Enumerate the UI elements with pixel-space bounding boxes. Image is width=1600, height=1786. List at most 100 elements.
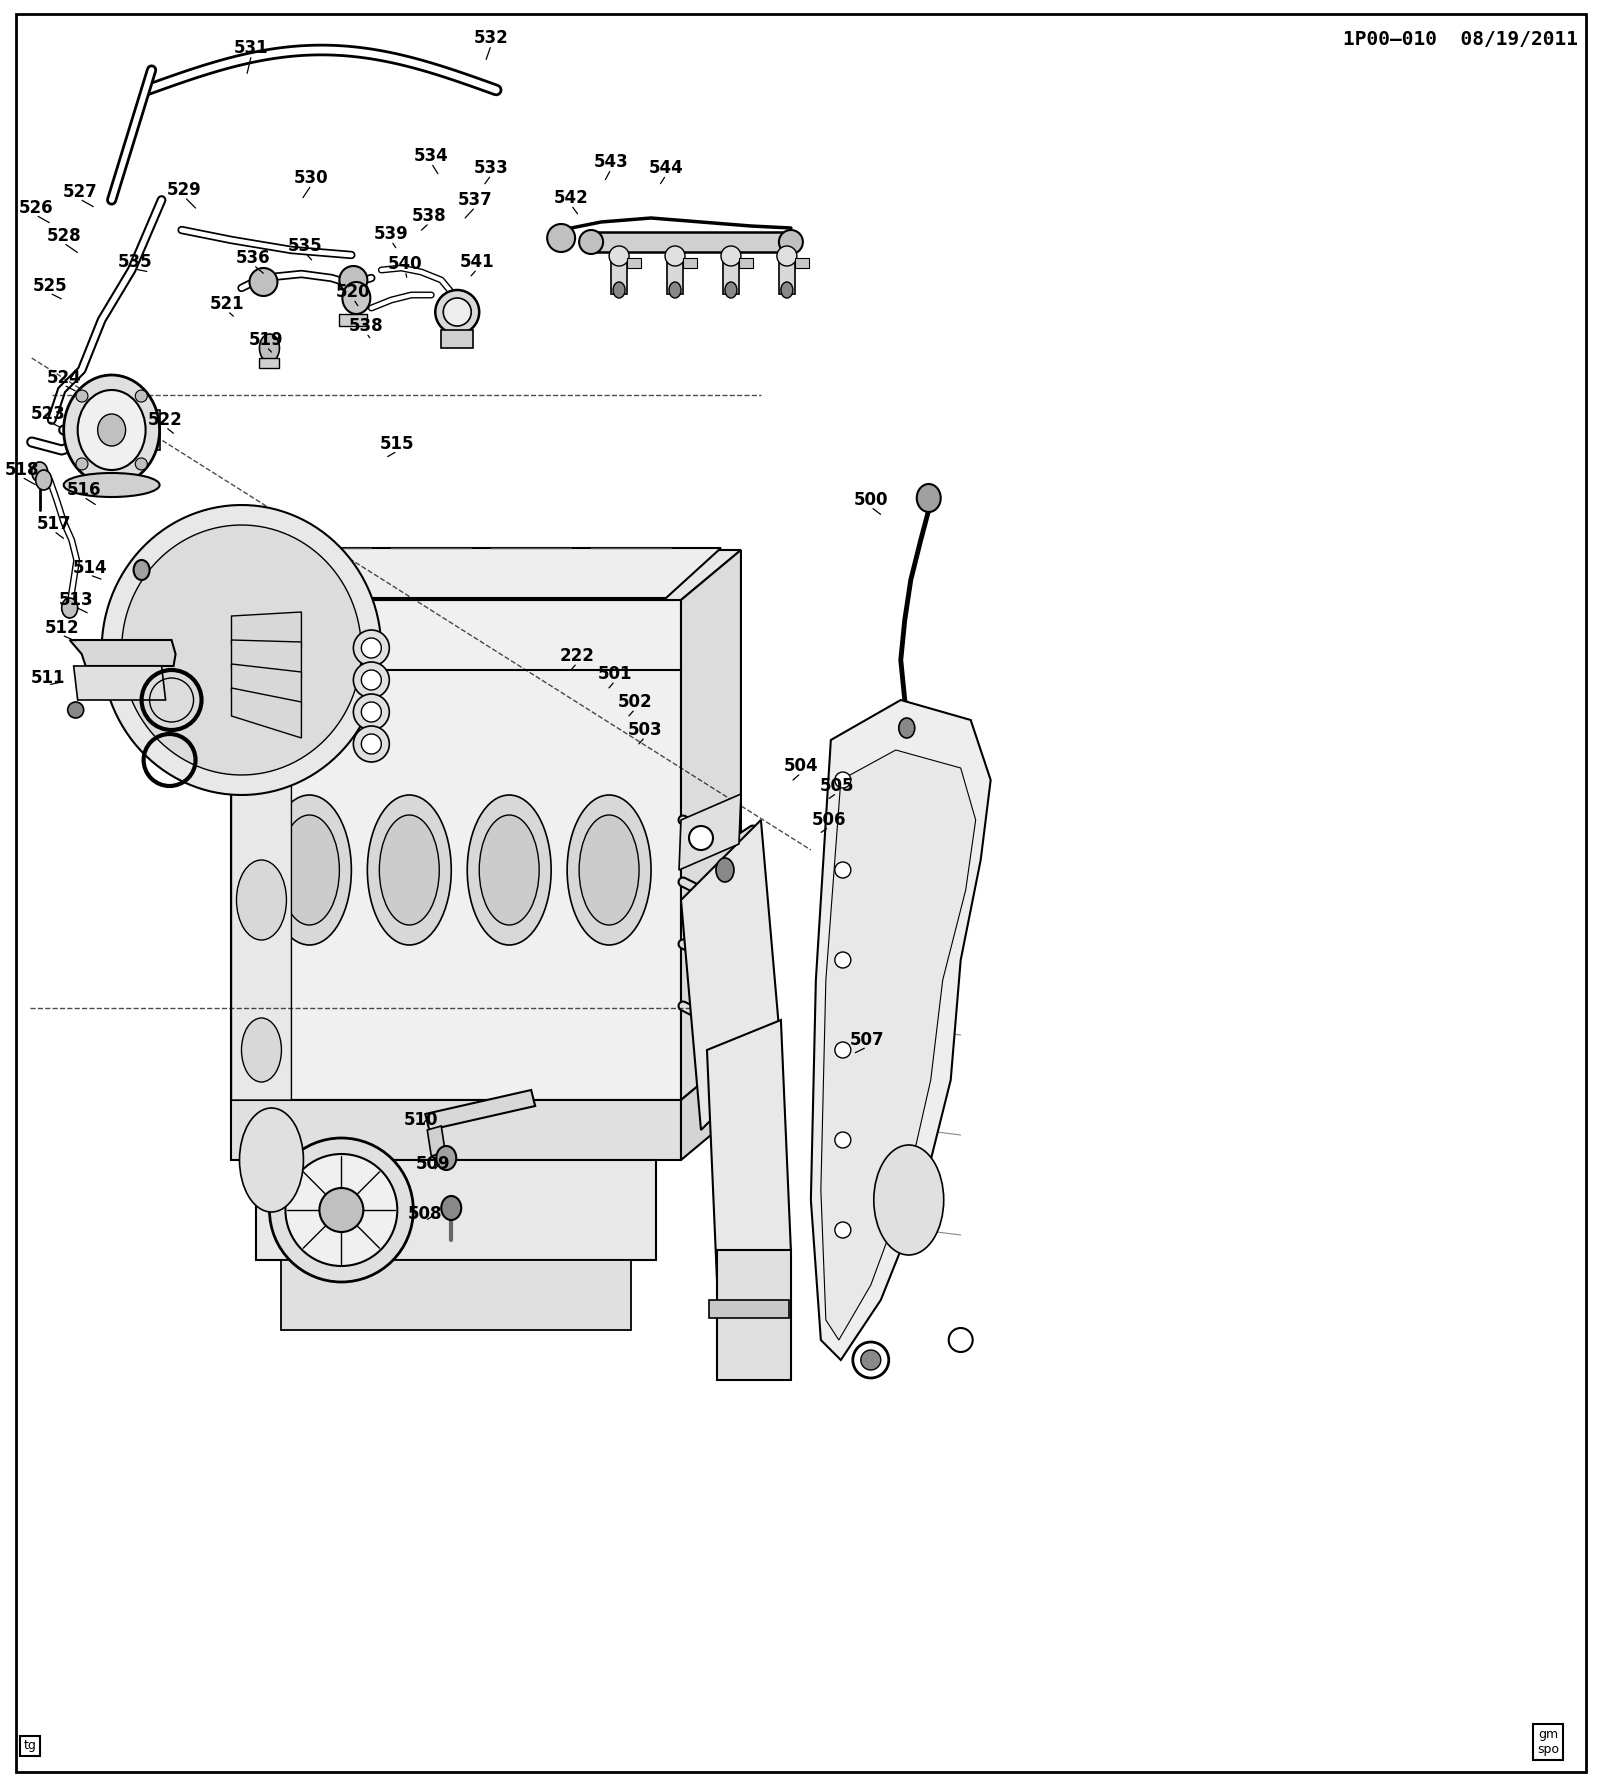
Text: 503: 503 <box>627 722 662 739</box>
Polygon shape <box>678 795 741 870</box>
Ellipse shape <box>136 389 147 402</box>
Text: 530: 530 <box>294 170 328 188</box>
Ellipse shape <box>362 702 381 722</box>
Text: 522: 522 <box>149 411 182 429</box>
Ellipse shape <box>835 863 851 879</box>
Polygon shape <box>821 750 976 1340</box>
Bar <box>739 257 754 268</box>
Polygon shape <box>232 550 741 600</box>
Ellipse shape <box>362 638 381 657</box>
Text: 526: 526 <box>19 198 53 218</box>
Text: 509: 509 <box>416 1156 451 1173</box>
Polygon shape <box>232 664 301 707</box>
Ellipse shape <box>437 1147 456 1170</box>
Text: tg: tg <box>24 1740 37 1752</box>
Ellipse shape <box>342 282 370 314</box>
Ellipse shape <box>354 630 389 666</box>
Ellipse shape <box>480 814 539 925</box>
Polygon shape <box>102 411 160 450</box>
Ellipse shape <box>354 725 389 763</box>
Ellipse shape <box>237 861 286 939</box>
Ellipse shape <box>547 223 574 252</box>
Ellipse shape <box>64 473 160 497</box>
Text: 520: 520 <box>336 282 371 302</box>
Bar <box>590 232 790 252</box>
Text: 513: 513 <box>58 591 93 609</box>
Ellipse shape <box>778 246 797 266</box>
Polygon shape <box>232 600 682 1100</box>
Ellipse shape <box>722 246 741 266</box>
Text: 532: 532 <box>474 29 509 46</box>
Text: gm
spo: gm spo <box>1538 1729 1558 1756</box>
Ellipse shape <box>75 457 88 470</box>
Polygon shape <box>122 525 362 775</box>
Ellipse shape <box>368 795 451 945</box>
Polygon shape <box>682 550 741 1100</box>
Bar <box>683 257 698 268</box>
Text: 541: 541 <box>459 254 494 271</box>
Ellipse shape <box>134 561 149 580</box>
Polygon shape <box>811 700 990 1359</box>
Text: 525: 525 <box>32 277 67 295</box>
Ellipse shape <box>579 230 603 254</box>
Text: 533: 533 <box>474 159 509 177</box>
Text: 518: 518 <box>5 461 38 479</box>
Polygon shape <box>102 505 381 795</box>
Ellipse shape <box>666 246 685 266</box>
Polygon shape <box>74 666 165 700</box>
Text: 501: 501 <box>598 664 632 682</box>
Ellipse shape <box>250 268 277 296</box>
Text: 504: 504 <box>784 757 818 775</box>
Text: 524: 524 <box>46 370 82 388</box>
Polygon shape <box>232 1100 682 1159</box>
Text: 538: 538 <box>411 207 446 225</box>
Ellipse shape <box>35 470 51 489</box>
Text: 516: 516 <box>67 480 101 498</box>
Ellipse shape <box>362 734 381 754</box>
Bar <box>339 314 368 327</box>
Text: 1P00–010  08/19/2011: 1P00–010 08/19/2011 <box>1342 30 1578 48</box>
Ellipse shape <box>98 414 126 446</box>
Text: 537: 537 <box>458 191 493 209</box>
Text: 535: 535 <box>117 254 152 271</box>
Text: 505: 505 <box>819 777 854 795</box>
Text: 535: 535 <box>288 238 323 255</box>
Ellipse shape <box>669 282 682 298</box>
Text: 527: 527 <box>62 182 98 202</box>
Bar <box>779 252 795 295</box>
Text: 539: 539 <box>374 225 408 243</box>
Bar <box>723 252 739 295</box>
Polygon shape <box>682 1050 741 1159</box>
Ellipse shape <box>32 463 48 482</box>
Polygon shape <box>232 548 291 1100</box>
Ellipse shape <box>467 795 550 945</box>
Ellipse shape <box>64 375 160 486</box>
Text: 508: 508 <box>408 1206 443 1223</box>
Ellipse shape <box>379 814 440 925</box>
Text: 510: 510 <box>405 1111 438 1129</box>
Ellipse shape <box>242 1018 282 1082</box>
Bar <box>611 252 627 295</box>
Text: 538: 538 <box>349 316 384 336</box>
Ellipse shape <box>285 1154 397 1266</box>
Ellipse shape <box>67 702 83 718</box>
Text: 514: 514 <box>72 559 107 577</box>
Ellipse shape <box>280 814 339 925</box>
Ellipse shape <box>442 1197 461 1220</box>
Bar <box>667 252 683 295</box>
Text: 222: 222 <box>560 647 595 664</box>
Ellipse shape <box>861 1350 880 1370</box>
Ellipse shape <box>354 695 389 730</box>
Ellipse shape <box>781 282 794 298</box>
Polygon shape <box>232 639 301 679</box>
Ellipse shape <box>339 266 368 295</box>
Polygon shape <box>250 548 722 598</box>
Text: 536: 536 <box>237 248 270 266</box>
Ellipse shape <box>779 230 803 254</box>
Polygon shape <box>707 1020 790 1281</box>
Text: 534: 534 <box>414 146 448 164</box>
Text: 540: 540 <box>387 255 422 273</box>
Ellipse shape <box>899 718 915 738</box>
Text: 528: 528 <box>46 227 82 245</box>
Text: 502: 502 <box>618 693 653 711</box>
